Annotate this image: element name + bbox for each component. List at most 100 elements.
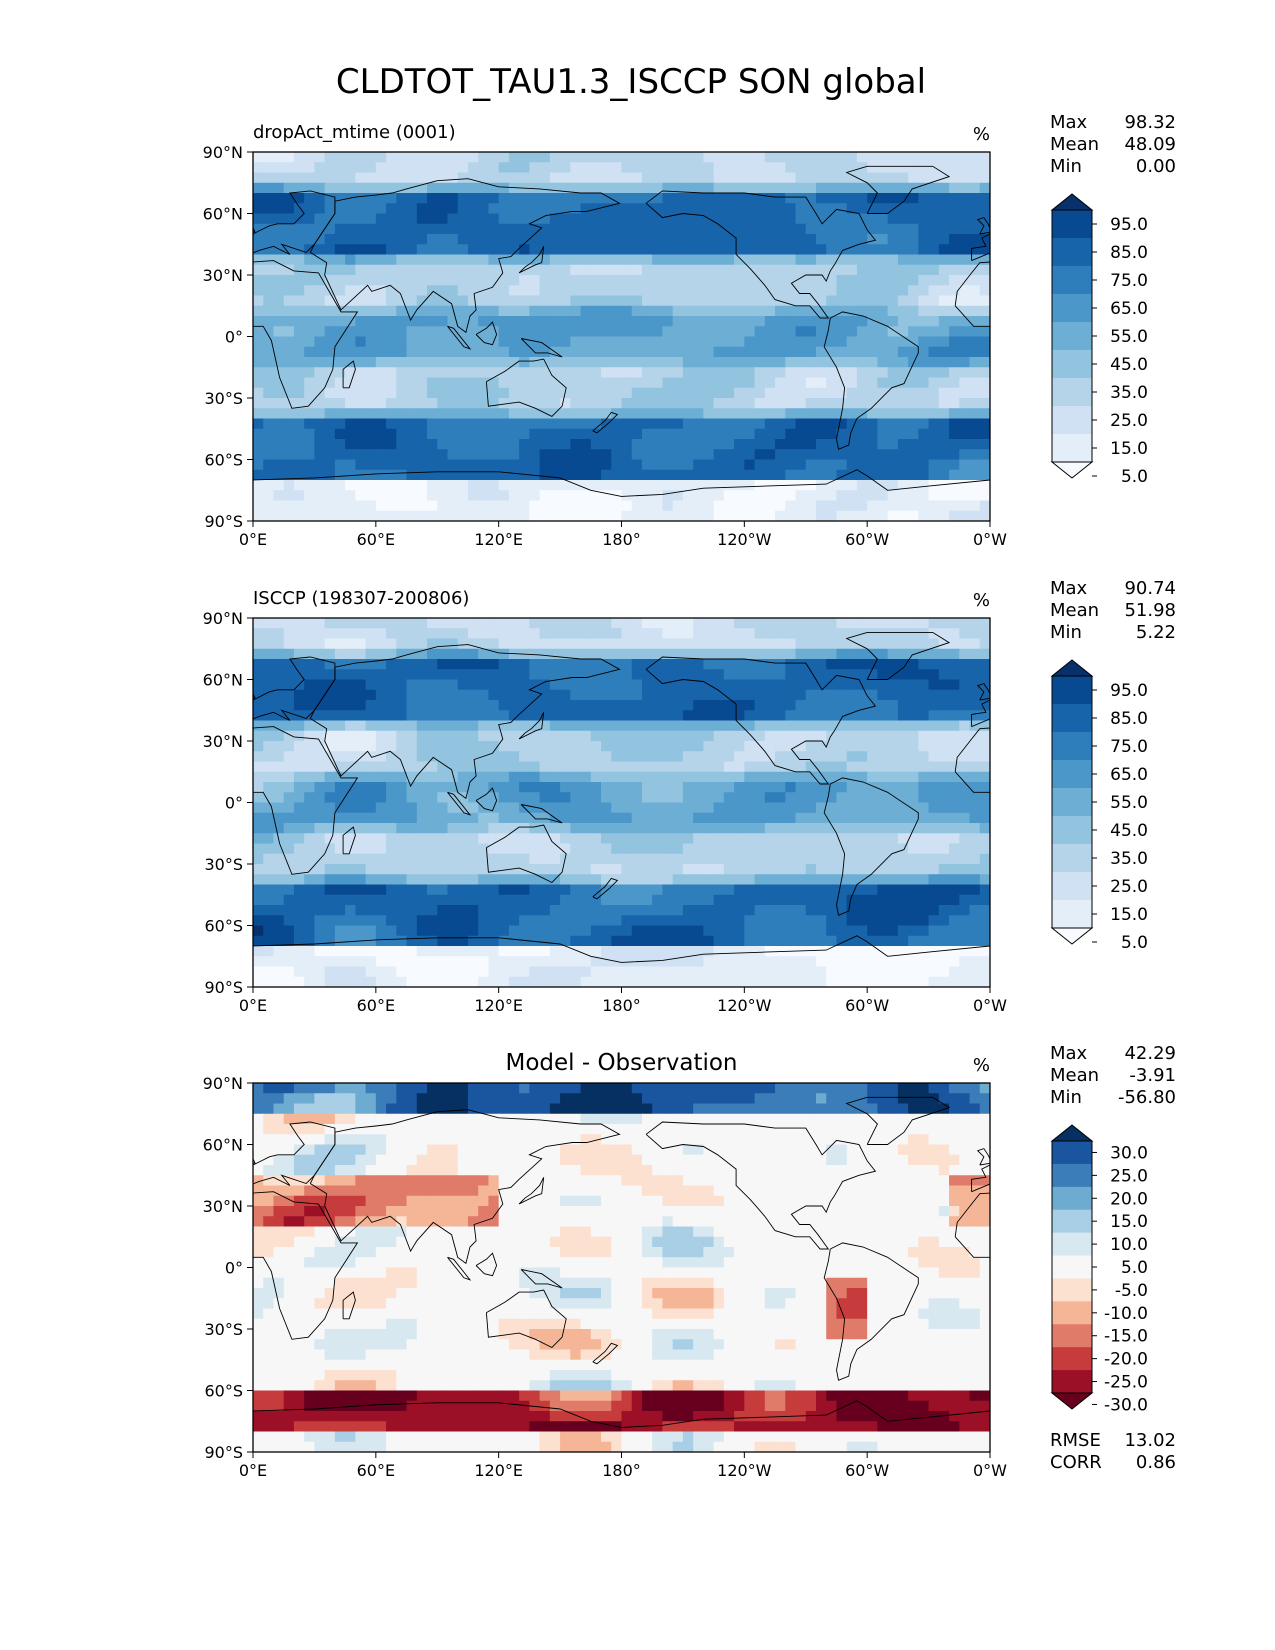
field-cell [406,843,418,855]
field-cell [314,193,326,204]
field-cell [908,884,919,896]
field-cell [877,853,889,865]
field-cell [826,812,838,824]
field-cell [795,234,807,245]
field-cell [754,638,766,650]
field-cell [601,864,612,875]
field-cell [826,700,838,711]
field-cell [334,244,346,256]
field-cell [928,172,940,184]
field-cell [949,669,960,681]
field-cell [590,234,602,245]
field-cell [447,254,459,266]
field-cell [355,316,367,327]
field-cell [744,864,756,875]
field-cell [488,275,500,286]
field-cell [641,244,653,256]
field-cell [754,398,766,409]
field-cell [652,275,664,286]
field-cell [631,843,643,855]
field-cell [744,510,756,521]
field-cell [836,459,848,471]
field-cell [447,357,459,368]
field-cell [775,510,786,521]
field-cell [826,326,838,338]
field-cell [979,408,990,420]
field-cell [283,894,295,906]
field-cell [478,761,490,773]
field-cell [969,244,981,256]
field-cell [949,162,960,174]
field-cell [539,367,551,379]
field-cell [897,418,909,430]
field-cell [631,833,643,845]
field-cell [754,316,766,327]
field-cell [273,223,285,235]
field-cell [928,377,940,389]
field-cell [396,894,408,906]
field-cell [631,679,643,691]
field-cell [621,418,633,430]
field-cell [979,823,990,834]
field-cell [928,843,940,855]
field-cell [795,398,807,409]
field-cell [856,864,868,875]
field-cell [969,346,981,358]
field-cell [979,367,990,379]
field-cell [877,843,889,855]
field-cell [457,771,469,783]
field-cell [273,915,285,927]
field-cell [334,618,346,629]
field-cell [457,305,469,317]
field-cell [877,874,889,886]
field-cell [959,659,971,670]
field-cell [304,751,316,763]
field-cell [672,925,684,937]
field-cell [641,853,653,865]
field-cell [672,193,684,204]
field-cell [488,162,500,174]
field-cell [918,761,930,773]
field-cell [621,679,633,691]
field-cell [795,812,807,824]
field-cell [560,802,571,814]
field-cell [744,387,756,399]
field-cell [959,771,971,783]
field-cell [641,935,653,947]
field-cell [734,782,745,793]
field-cell [723,387,735,399]
field-cell [416,234,428,245]
field-cell [437,387,449,399]
field-cell [672,357,684,368]
field-cell [734,408,745,420]
field-cell [539,510,551,521]
field-cell [713,357,725,368]
field-cell [795,223,807,235]
field-cell [345,408,356,420]
field-cell [396,689,408,701]
field-cell [621,172,633,184]
field-cell [877,689,889,701]
field-cell [324,669,336,681]
field-cell [406,326,418,338]
field-cell [754,264,766,276]
field-cell [846,510,858,521]
field-cell [457,203,469,215]
field-cell [846,669,858,681]
field-cell [979,669,990,681]
field-cell [314,439,326,450]
field-cell [949,439,960,450]
field-cell [949,874,960,886]
field-cell [334,782,346,793]
field-cell [416,792,428,804]
field-cell [437,398,449,409]
field-cell [887,346,899,358]
field-cell [365,193,377,204]
field-cell [928,357,940,368]
field-cell [304,894,316,906]
field-cell [447,295,459,307]
field-cell [928,710,940,722]
field-cell [631,720,643,732]
field-cell [560,213,571,225]
field-cell [918,193,930,204]
